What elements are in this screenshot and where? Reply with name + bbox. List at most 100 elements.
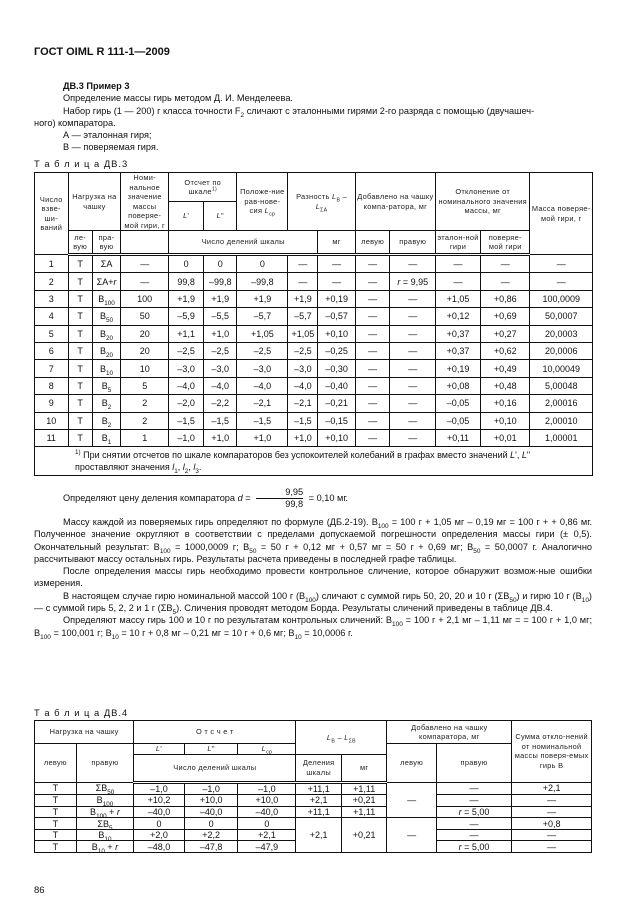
table-cell: –0,57	[317, 307, 356, 326]
table-cell: –99,8	[203, 272, 238, 291]
legend-item: В — поверяемая гиря.	[63, 142, 159, 153]
table-cell: –1,5	[168, 411, 205, 430]
table-cell: 1	[120, 428, 170, 448]
table-cell: +0,37	[434, 341, 482, 361]
example-intro: ДВ.3 Пример 3 Определение массы гирь мет…	[34, 80, 592, 154]
table-cell: +2,0	[133, 828, 185, 842]
table-cell: 0	[236, 253, 289, 274]
table-row: Т ΣВ50 –1,0 –1,0 –1,0 +11,1 +1,11— — +2,1	[34, 781, 592, 819]
table-cell: +0,27	[480, 324, 531, 343]
table-cell: +0,86	[480, 289, 531, 309]
table-cell: В20	[91, 341, 122, 361]
table-cell: Т	[34, 781, 77, 796]
table-cell: +0,48	[480, 376, 531, 396]
header-l2: L"	[183, 743, 239, 755]
difference-div-cell: +2,1	[295, 817, 342, 854]
table-cell: —	[389, 376, 436, 396]
table-row: 6 Т В20 20 –2,5 –2,5 –2,5 –2,5 –0,25— — +0,37 +0,62…	[34, 341, 593, 361]
header-added: Добавлено на чашку компа-ратора, мг	[354, 172, 436, 231]
table-cell: –47,8	[183, 840, 239, 854]
table-cell: 1,00001	[529, 428, 593, 448]
table-cell: В10	[91, 359, 122, 378]
table-cell: 100	[120, 289, 170, 309]
table-cell: 2,00010	[529, 411, 593, 430]
table-cell: Т	[34, 817, 77, 830]
table-cell: В2	[91, 394, 122, 413]
table-cell: –48,0	[133, 840, 185, 854]
header-row: левую правую L' L" Lср левую правую	[34, 743, 592, 783]
table-caption: Т а б л и ц а ДВ.3	[34, 158, 129, 169]
table-row: Т В100 + r –40,0 –40,0 –40,0 +11,1 +1,11 r = 5,…	[34, 805, 592, 819]
table-cell: —	[389, 394, 436, 413]
header-l1: L'	[133, 743, 185, 755]
table-cell: 5	[34, 324, 69, 343]
table-cell: 4	[34, 307, 69, 326]
table-cell: —	[317, 253, 356, 274]
table-cell: 50	[120, 307, 170, 326]
table-cell: 3	[34, 289, 69, 309]
table-cell: —	[389, 307, 436, 326]
table-cell: Т	[67, 307, 93, 326]
division-text: Определяют цену деления компаратора d =	[63, 492, 254, 503]
table-cell: 0	[133, 817, 185, 830]
table-cell: –3,0	[203, 359, 238, 378]
table-cell: —	[389, 341, 436, 361]
table-cell: 9	[34, 394, 69, 413]
table-cell: —	[434, 253, 482, 274]
table-cell: –0,05	[434, 411, 482, 430]
table-cell: В20	[91, 324, 122, 343]
table-cell: В2	[91, 411, 122, 430]
header-mg: мг	[340, 753, 388, 784]
table-cell: В100 + r	[75, 805, 135, 819]
table-cell: –5,5	[203, 307, 238, 326]
table-cell: —	[435, 828, 513, 842]
table-cell: 10	[120, 359, 170, 378]
table-cell: r = 9,95	[389, 272, 436, 291]
header-deviation: Отклонение от номинального значения масс…	[434, 172, 531, 231]
header-add-left: левую	[386, 743, 437, 783]
header-row: Число взве-ши-ваний Нагрузка на чашку Номи…	[34, 172, 593, 255]
table-cell: —	[287, 253, 319, 274]
table-cell: Т	[67, 289, 93, 309]
header-load: Нагрузка на чашку	[33, 720, 135, 744]
denominator: 99,8	[285, 499, 304, 509]
table-cell: —	[354, 411, 391, 430]
table-cell: —	[354, 253, 391, 274]
table-cell: +1,0	[287, 428, 319, 448]
table-cell: –0,25	[317, 341, 356, 361]
table-cell: +0,16	[480, 394, 531, 413]
table-cell: 100,0009	[529, 289, 593, 309]
table-cell: 0	[237, 817, 297, 830]
table-cell: +1,1	[168, 324, 205, 343]
table-cell: +1,05	[236, 324, 289, 343]
table-dv4: Нагрузка на чашку О т с ч е т LВ – LΣВ Доба…	[33, 720, 592, 854]
table-cell: –1,0	[168, 428, 205, 448]
table-cell: +0,19	[317, 289, 356, 309]
header-lavg: Lср	[237, 743, 297, 755]
table-cell: Т	[34, 794, 77, 807]
table-cell: В50	[91, 307, 122, 326]
header-div-short: Деления шкалы	[295, 753, 342, 784]
table-cell: —	[389, 411, 436, 430]
header-left: ле-вую	[67, 230, 93, 256]
table-cell: 8	[34, 376, 69, 396]
table-cell: 20,0006	[529, 341, 593, 361]
header-row: Число делений шкалы Деления шкалы мг	[35, 753, 592, 784]
table-cell: +0,21	[340, 794, 388, 807]
table-cell: —	[435, 794, 513, 807]
table-cell: +2,2	[183, 828, 239, 842]
table-cell: —	[354, 359, 391, 378]
table-cell: –1,5	[287, 411, 319, 430]
table-cell: +0,12	[434, 307, 482, 326]
table-dv3: Число взве-ши-ваний Нагрузка на чашку Номи…	[34, 172, 593, 477]
table-cell: +0,37	[434, 324, 482, 343]
table-row: 5 Т В20 20 +1,1 +1,0 +1,05 +1,05 +0,10— — +0,37 +0,…	[34, 324, 593, 343]
table-cell: ΣВ50	[75, 781, 135, 796]
table-cell: +1,9	[236, 289, 289, 309]
table-cell: —	[354, 324, 391, 343]
table-row: Т В100 +10,2 +10,0 +10,0 +2,1 +0,21— —	[34, 794, 592, 808]
table-cell: –1,0	[183, 781, 239, 796]
table-cell: —	[354, 341, 391, 361]
intro-line: Набор гирь (1 — 200) г класса точности F…	[63, 105, 535, 119]
numerator: 9,95	[256, 487, 304, 499]
